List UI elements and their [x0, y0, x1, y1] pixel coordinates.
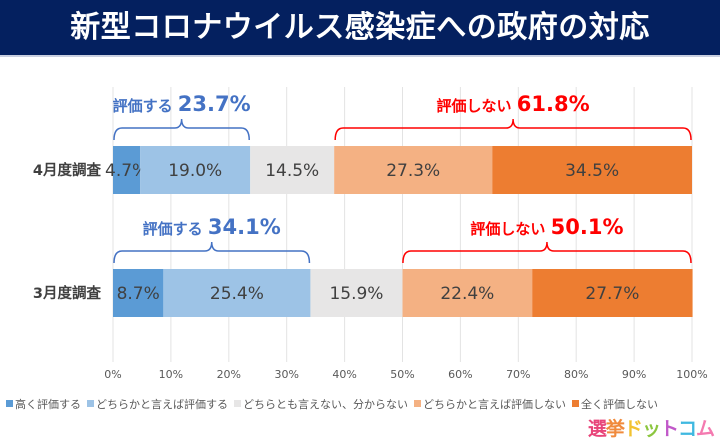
x-tick-label: 70% — [506, 368, 530, 381]
legend-label: 高く評価する — [15, 397, 81, 411]
bar-segment — [334, 146, 493, 194]
category-label: 4月度調査 — [33, 161, 102, 179]
logo-char: ッ — [641, 418, 661, 440]
brace-negative — [334, 118, 692, 141]
title-bar: 新型コロナウイルス感染症への政府の対応 — [0, 0, 720, 57]
x-tick-label: 100% — [676, 368, 707, 381]
bracket-annotations: 評価する 23.7% 評価しない 61.8% 評価する 34.1% 評価しない 50.… — [113, 92, 692, 264]
legend-label: 全く評価しない — [581, 397, 658, 411]
x-axis-ticks: 0% 10% 20% 30% 40% 50% 60% 70% 80% 90% 100% — [104, 368, 707, 381]
data-label: 19.0% — [168, 161, 222, 181]
x-tick-label: 30% — [274, 368, 298, 381]
logo-char: ト — [659, 418, 679, 440]
annotation-value: 50.1% — [551, 215, 624, 239]
logo-char: コ — [677, 418, 697, 440]
bars: 4.7% 19.0% 14.5% 27.3% 34.5% 8.7% 25.4% 15.9% 22… — [105, 146, 693, 317]
bar-segment — [532, 269, 693, 317]
annotation-label: 評価する 23.7% — [113, 92, 251, 116]
category-labels: 4月度調査 3月度調査 — [33, 161, 102, 302]
annotation-text: 評価する — [113, 97, 178, 115]
legend-swatch — [6, 400, 13, 407]
bar-segment — [163, 269, 311, 317]
x-tick-label: 90% — [622, 368, 646, 381]
legend-swatch — [87, 400, 94, 407]
data-label: 14.5% — [265, 161, 319, 181]
annotation-label: 評価しない 61.8% — [437, 92, 590, 116]
data-label: 27.3% — [386, 161, 440, 181]
x-tick-label: 0% — [104, 368, 121, 381]
category-label: 3月度調査 — [33, 284, 102, 302]
annotation-label: 評価する 34.1% — [143, 215, 281, 239]
legend-label: どちらとも言えない、分からない — [243, 398, 408, 411]
bar-segment — [140, 146, 251, 194]
logo-char: ム — [695, 418, 715, 440]
bar-segment — [113, 146, 141, 194]
data-label: 34.5% — [565, 161, 619, 181]
logo-char: 挙 — [605, 418, 625, 440]
x-tick-label: 80% — [564, 368, 588, 381]
x-tick-label: 20% — [217, 368, 241, 381]
x-tick-label: 40% — [332, 368, 356, 381]
bar-segment — [310, 269, 403, 317]
stacked-bar-chart: 4.7% 19.0% 14.5% 27.3% 34.5% 8.7% 25.4% 15.9% 22… — [6, 87, 708, 411]
data-label: 27.7% — [585, 284, 639, 304]
data-label: 4.7% — [105, 161, 148, 181]
data-label: 25.4% — [210, 284, 264, 304]
logo-char: ド — [623, 418, 643, 440]
legend-swatch — [414, 400, 421, 407]
legend: 高く評価する どちらかと言えば評価する どちらとも言えない、分からない どちらかと言え… — [6, 397, 658, 411]
bar-segment — [402, 269, 533, 317]
annotation-text: 評価する — [143, 220, 208, 238]
data-label: 15.9% — [329, 284, 383, 304]
annotation-text: 評価しない — [437, 97, 517, 115]
x-tick-label: 50% — [390, 368, 414, 381]
data-label: 22.4% — [440, 284, 494, 304]
logo-char: 選 — [587, 418, 607, 440]
annotation-text: 評価しない — [470, 220, 550, 238]
x-tick-label: 10% — [159, 368, 183, 381]
bar-segment — [250, 146, 335, 194]
brace-positive — [113, 118, 250, 141]
annotation-value: 34.1% — [208, 215, 281, 239]
legend-label: どちらかと言えば評価しない — [423, 397, 566, 411]
annotation-value: 61.8% — [517, 92, 590, 116]
brace-negative — [402, 241, 692, 264]
bar-segment — [492, 146, 692, 194]
legend-swatch — [234, 400, 241, 407]
legend-label: どちらかと言えば評価する — [96, 397, 228, 411]
legend-swatch — [572, 400, 579, 407]
logo: 選挙ドットコム — [587, 414, 715, 441]
brace-positive — [113, 241, 311, 264]
x-tick-label: 60% — [448, 368, 472, 381]
page-title: 新型コロナウイルス感染症への政府の対応 — [70, 10, 650, 45]
annotation-label: 評価しない 50.1% — [470, 215, 623, 239]
bar-segment — [113, 269, 164, 317]
data-label: 8.7% — [117, 284, 160, 304]
annotation-value: 23.7% — [178, 92, 251, 116]
